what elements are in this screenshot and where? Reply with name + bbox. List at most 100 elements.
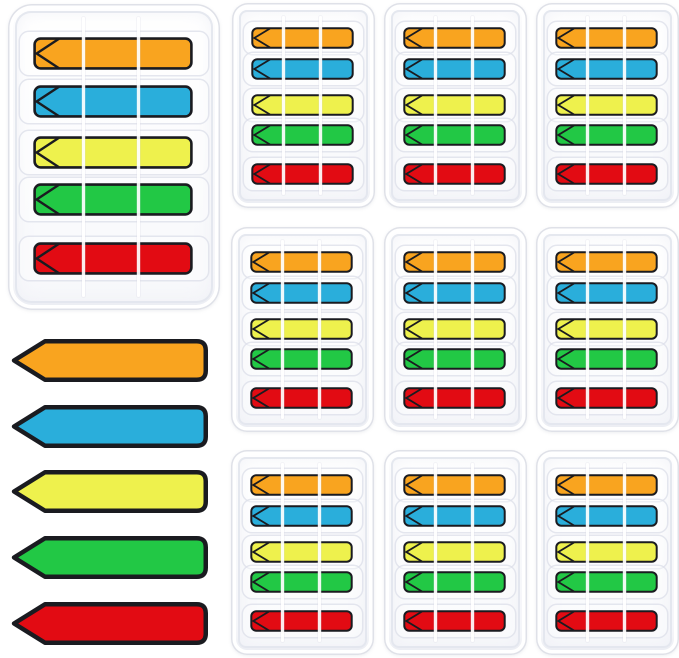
arrow-chevron-icon [252, 27, 271, 49]
arrow-chevron-icon [404, 251, 423, 273]
flag-tab-body [403, 610, 506, 632]
arrow-chevron-icon [252, 58, 271, 80]
arrow-chevron-icon [34, 37, 60, 70]
flag-tab-orange [251, 27, 354, 49]
arrow-chevron-icon [251, 474, 270, 496]
arrow-chevron-icon [556, 58, 575, 80]
arrow-chevron-icon [556, 610, 575, 632]
flag-tab-red [555, 387, 658, 409]
arrow-chevron-icon [556, 318, 575, 340]
arrow-chevron-icon [251, 348, 270, 370]
arrow-chevron-icon [34, 85, 60, 118]
flag-tab-body [33, 37, 193, 70]
flag-tab-orange [555, 474, 658, 496]
flag-tab-blue [555, 505, 658, 527]
flag-tab-yellow [250, 541, 353, 563]
loose-arrow-flag-shape [11, 536, 208, 579]
flag-tab-body [33, 136, 193, 169]
loose-arrow-flag-shape [11, 470, 208, 513]
flag-tab-body [403, 27, 506, 49]
arrow-chevron-icon [404, 348, 423, 370]
flag-tab-body [33, 183, 193, 216]
flag-tab-blue [250, 282, 353, 304]
dispenser-small-4 [231, 227, 374, 432]
arrow-chevron-icon [404, 541, 423, 563]
dispenser-small-9 [536, 450, 679, 655]
flag-tab-red [403, 163, 506, 185]
tray-divider-line [319, 16, 323, 195]
tray-divider-line [586, 240, 589, 419]
arrow-chevron-icon [404, 610, 423, 632]
flag-tab-body [250, 571, 353, 593]
flag-tab-green [250, 348, 353, 370]
flag-tab-body [250, 348, 353, 370]
loose-arrow-flag-blue [11, 405, 208, 448]
arrow-chevron-icon [404, 571, 423, 593]
flag-tab-blue [403, 282, 506, 304]
dispenser-small-2 [384, 3, 527, 208]
flag-tab-green [403, 348, 506, 370]
arrow-chevron-icon [252, 94, 271, 116]
arrow-chevron-icon [251, 571, 270, 593]
arrow-chevron-icon [252, 163, 271, 185]
arrow-chevron-icon [556, 505, 575, 527]
tray-divider-line [281, 463, 284, 642]
flag-tab-body [555, 505, 658, 527]
flag-tab-orange [33, 37, 193, 70]
arrow-chevron-icon [404, 318, 423, 340]
flag-tab-blue [403, 505, 506, 527]
arrow-chevron-icon [556, 474, 575, 496]
dispenser-large [8, 4, 220, 310]
tray-divider-line [623, 16, 627, 195]
flag-tab-yellow [403, 94, 506, 116]
tray-divider-line [471, 463, 475, 642]
flag-tab-body [251, 58, 354, 80]
tray-divider-line [586, 463, 589, 642]
arrow-chevron-icon [556, 348, 575, 370]
arrow-chevron-icon [556, 387, 575, 409]
flag-tab-orange [403, 251, 506, 273]
arrow-chevron-icon [404, 387, 423, 409]
flag-tab-body [403, 571, 506, 593]
flag-tab-body [555, 387, 658, 409]
flag-tab-blue [555, 58, 658, 80]
flag-tab-body [33, 85, 193, 118]
arrow-chevron-icon [556, 124, 575, 146]
arrow-chevron-icon [556, 282, 575, 304]
flag-tab-body [251, 163, 354, 185]
flag-tab-body [403, 387, 506, 409]
loose-arrow-flag-shape [11, 602, 208, 645]
flag-tab-red [250, 610, 353, 632]
flag-tab-body [250, 610, 353, 632]
tray-divider-line [471, 16, 475, 195]
flag-tab-body [403, 541, 506, 563]
flag-tab-green [403, 571, 506, 593]
loose-arrow-flag-orange [11, 339, 208, 382]
tray-divider-line [82, 17, 86, 297]
tray-divider-line [318, 463, 322, 642]
flag-tab-body [403, 348, 506, 370]
flag-tab-body [33, 242, 193, 275]
arrow-chevron-icon [404, 27, 423, 49]
flag-tab-body [250, 505, 353, 527]
flag-tab-body [555, 124, 658, 146]
flag-tab-green [555, 348, 658, 370]
arrow-chevron-icon [251, 505, 270, 527]
flag-tab-body [403, 474, 506, 496]
tray-divider-line [623, 240, 627, 419]
flag-tab-body [555, 251, 658, 273]
tray-divider-line [137, 17, 141, 297]
tray-divider-line [281, 240, 284, 419]
flag-tab-orange [403, 474, 506, 496]
dispenser-small-7 [231, 450, 374, 655]
arrow-chevron-icon [251, 282, 270, 304]
arrow-chevron-icon [556, 163, 575, 185]
flag-tab-green [555, 124, 658, 146]
flag-tab-body [555, 571, 658, 593]
arrow-chevron-icon [556, 27, 575, 49]
tray-divider-line [434, 16, 437, 195]
flag-tab-body [403, 318, 506, 340]
arrow-chevron-icon [556, 94, 575, 116]
arrow-chevron-icon [404, 282, 423, 304]
